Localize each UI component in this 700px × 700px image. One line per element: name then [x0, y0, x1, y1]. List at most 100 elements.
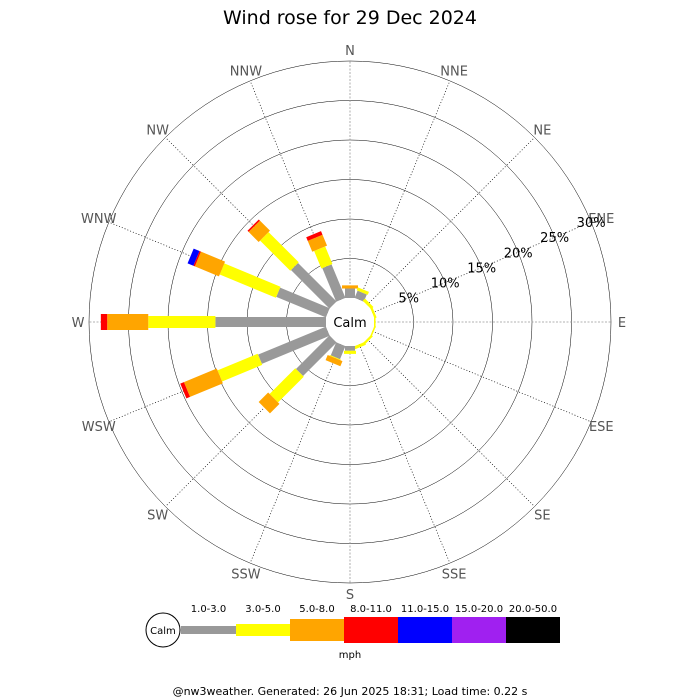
- petal-wsw-bin-2: [217, 353, 263, 382]
- petal-nw-bin-3: [248, 220, 270, 242]
- petal-sw-bin-2: [269, 368, 304, 403]
- legend-calm-circle: [145, 612, 181, 648]
- petal-nne: [354, 287, 369, 302]
- calm-label: Calm: [333, 316, 366, 331]
- petal-ese-bin-2: [369, 325, 376, 338]
- grid-ring-6: [88, 60, 612, 584]
- direction-label-e: E: [618, 316, 626, 331]
- radial-tick-3: 15%: [467, 261, 496, 276]
- petal-s-bin-1: [345, 346, 355, 351]
- legend-label-5-0-8-0: 5.0-8.0: [299, 604, 334, 615]
- petal-ssw: [325, 342, 346, 367]
- legend-label-11-0-15-0: 11.0-15.0: [401, 604, 449, 615]
- petal-w-bin-1: [215, 317, 326, 327]
- petal-wnw: [187, 248, 330, 318]
- petal-sw: [258, 335, 337, 414]
- petal-wsw-bin-4: [180, 382, 191, 399]
- direction-label-ne: NE: [533, 124, 551, 139]
- radial-tick-4: 20%: [504, 246, 533, 261]
- petal-ese: [369, 325, 376, 338]
- petal-nnw-bin-4: [306, 231, 323, 241]
- direction-label-s: S: [346, 588, 354, 603]
- legend-swatch-8-0-11-0: [344, 617, 398, 643]
- petal-s-bin-2: [344, 350, 356, 354]
- petal-nnw-bin-2: [314, 246, 333, 269]
- petal-w-bin-3: [107, 314, 149, 330]
- petal-nne-bin-2: [356, 287, 369, 295]
- radial-tick-2: 10%: [431, 277, 460, 292]
- direction-label-sse: SSE: [442, 567, 467, 582]
- footer-text: @nw3weather. Generated: 26 Jun 2025 18:3…: [173, 685, 528, 698]
- petal-wsw: [180, 326, 330, 399]
- spoke-ne: [366, 137, 535, 306]
- petal-ssw-bin-3: [325, 354, 343, 367]
- spoke-ene: [372, 221, 592, 314]
- petal-se-bin-2: [362, 334, 373, 345]
- radial-tick-1: 5%: [398, 292, 419, 307]
- direction-label-se: SE: [534, 508, 550, 523]
- petal-ne-bin-2: [362, 298, 374, 310]
- direction-label-ene: ENE: [588, 212, 614, 227]
- petal-n-bin-3: [342, 285, 358, 289]
- legend-label-1-0-3-0: 1.0-3.0: [191, 604, 226, 615]
- calm-center: Calm: [326, 298, 374, 346]
- petal-e-bin-2: [373, 316, 376, 328]
- spoke-ese: [372, 330, 592, 423]
- petal-ssw-bin-2: [329, 355, 341, 361]
- direction-label-ssw: SSW: [231, 567, 261, 582]
- legend: Calm mph 1.0-3.0 3.0-5.0 5.0-8.0 8.0-11.0 11…: [145, 604, 560, 661]
- petal-nw: [247, 219, 337, 309]
- legend-swatch-5-0-8-0: [290, 619, 344, 641]
- legend-label-20-0-50-0: 20.0-50.0: [509, 604, 557, 615]
- spoke-nne: [358, 80, 451, 300]
- direction-label-n: N: [345, 44, 355, 59]
- petal-w-bin-4: [100, 314, 108, 330]
- petal-se: [362, 334, 373, 345]
- legend-swatch-1-0-3-0: [181, 626, 236, 634]
- spoke-ssw: [249, 344, 342, 564]
- petal-nw-bin-4: [247, 219, 260, 232]
- legend-label-3-0-5-0: 3.0-5.0: [245, 604, 280, 615]
- legend-units: mph: [339, 650, 361, 661]
- petal-ssw-bin-1: [330, 342, 346, 360]
- petal-nw-bin-2: [260, 232, 299, 271]
- petal-nnw: [306, 231, 346, 302]
- petal-nw-bin-1: [290, 262, 337, 309]
- petal-sse-bin-2: [353, 341, 366, 350]
- petal-s: [344, 346, 356, 354]
- petal-sw-bin-1: [295, 335, 337, 377]
- polar-grid: N NNE NE ENE E ESE SE SSE S SSW SW WSW W WNW NW NNW: [72, 44, 627, 603]
- legend-label-8-0-11-0: 8.0-11.0: [350, 604, 392, 615]
- petal-sw-bin-3: [258, 392, 280, 414]
- direction-label-wnw: WNW: [81, 212, 117, 227]
- petal-nnw-bin-3: [307, 234, 328, 252]
- petal-n-bin-1: [345, 288, 355, 298]
- radial-tick-labels: 5% 10% 15% 20% 25% 30%: [398, 216, 605, 307]
- spoke-sse: [358, 344, 451, 564]
- direction-label-nw: NW: [146, 124, 169, 139]
- petal-n: [342, 285, 358, 298]
- chart-title: Wind rose for 29 Dec 2024: [223, 7, 477, 29]
- petal-wnw-bin-5: [187, 248, 200, 266]
- direction-label-ese: ESE: [589, 420, 614, 435]
- legend-swatch-15-0-20-0: [452, 617, 506, 643]
- calm-circle: [326, 298, 374, 346]
- petal-ene-bin-2: [369, 306, 377, 319]
- petal-w: [100, 314, 326, 330]
- legend-swatch-20-0-50-0: [506, 617, 560, 643]
- petal-w-bin-2: [148, 316, 216, 328]
- petal-wsw-bin-1: [258, 326, 330, 364]
- direction-label-sw: SW: [147, 508, 168, 523]
- petal-wnw-bin-4: [193, 251, 201, 267]
- legend-label-15-0-20-0: 15.0-20.0: [455, 604, 503, 615]
- petal-nnw-bin-1: [322, 264, 346, 302]
- petal-e: [373, 316, 376, 328]
- radial-tick-6: 30%: [577, 216, 606, 231]
- legend-swatch-11-0-15-0: [398, 617, 452, 643]
- petal-wnw-bin-1: [276, 287, 330, 318]
- petal-wnw-bin-3: [194, 251, 226, 277]
- petal-wsw-bin-3: [183, 368, 223, 397]
- direction-label-wsw: WSW: [82, 420, 116, 435]
